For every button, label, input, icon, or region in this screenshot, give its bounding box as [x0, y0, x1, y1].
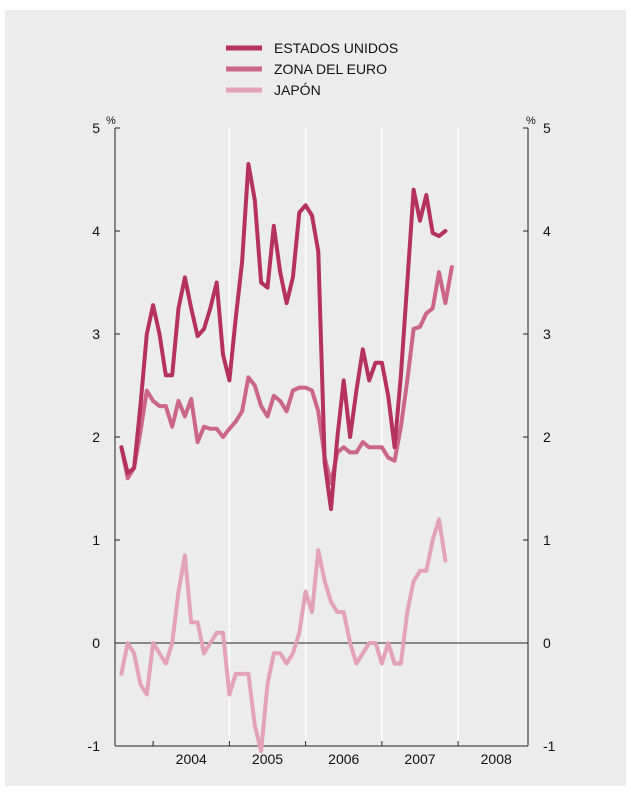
gridlines: [115, 128, 528, 746]
legend-label-estados-unidos: ESTADOS UNIDOS: [274, 40, 398, 56]
right-tick-label: 1: [543, 532, 551, 548]
right-tick-label: 5: [543, 120, 551, 136]
left-tick-label: 3: [92, 326, 100, 342]
right-tick-label: 4: [543, 223, 551, 239]
tick-labels: -1 -1 0 0 1 1 2 2 3 3 4 4 5 5 2004 2005 2006 2007 2008: [88, 120, 556, 767]
right-tick-label: 3: [543, 326, 551, 342]
year-label-2004: 2004: [176, 751, 207, 767]
left-tick-label: -1: [88, 738, 101, 754]
legend-label-japon: JAPÓN: [274, 82, 321, 98]
right-tick-label: 2: [543, 429, 551, 445]
legend-label-zona-del-euro: ZONA DEL EURO: [274, 61, 387, 77]
left-tick-label: 0: [92, 635, 100, 651]
left-tick-label: 4: [92, 223, 100, 239]
left-tick-label: 5: [92, 120, 100, 136]
left-unit-label: %: [106, 115, 116, 127]
right-tick-label: 0: [543, 635, 551, 651]
series-line-zona-del-euro: [119, 265, 454, 486]
year-label-2005: 2005: [252, 751, 283, 767]
left-tick-label: 1: [92, 532, 100, 548]
series-line-estados-unidos: [119, 162, 448, 512]
right-unit-label: %: [526, 115, 536, 127]
right-tick-label: -1: [543, 738, 556, 754]
series-line-japon: [119, 517, 448, 754]
left-tick-label: 2: [92, 429, 100, 445]
year-label-2006: 2006: [328, 751, 359, 767]
legend: ESTADOS UNIDOS ZONA DEL EURO JAPÓN: [226, 40, 398, 98]
year-label-2007: 2007: [404, 751, 435, 767]
year-label-2008: 2008: [481, 751, 512, 767]
data-series: [119, 162, 454, 754]
